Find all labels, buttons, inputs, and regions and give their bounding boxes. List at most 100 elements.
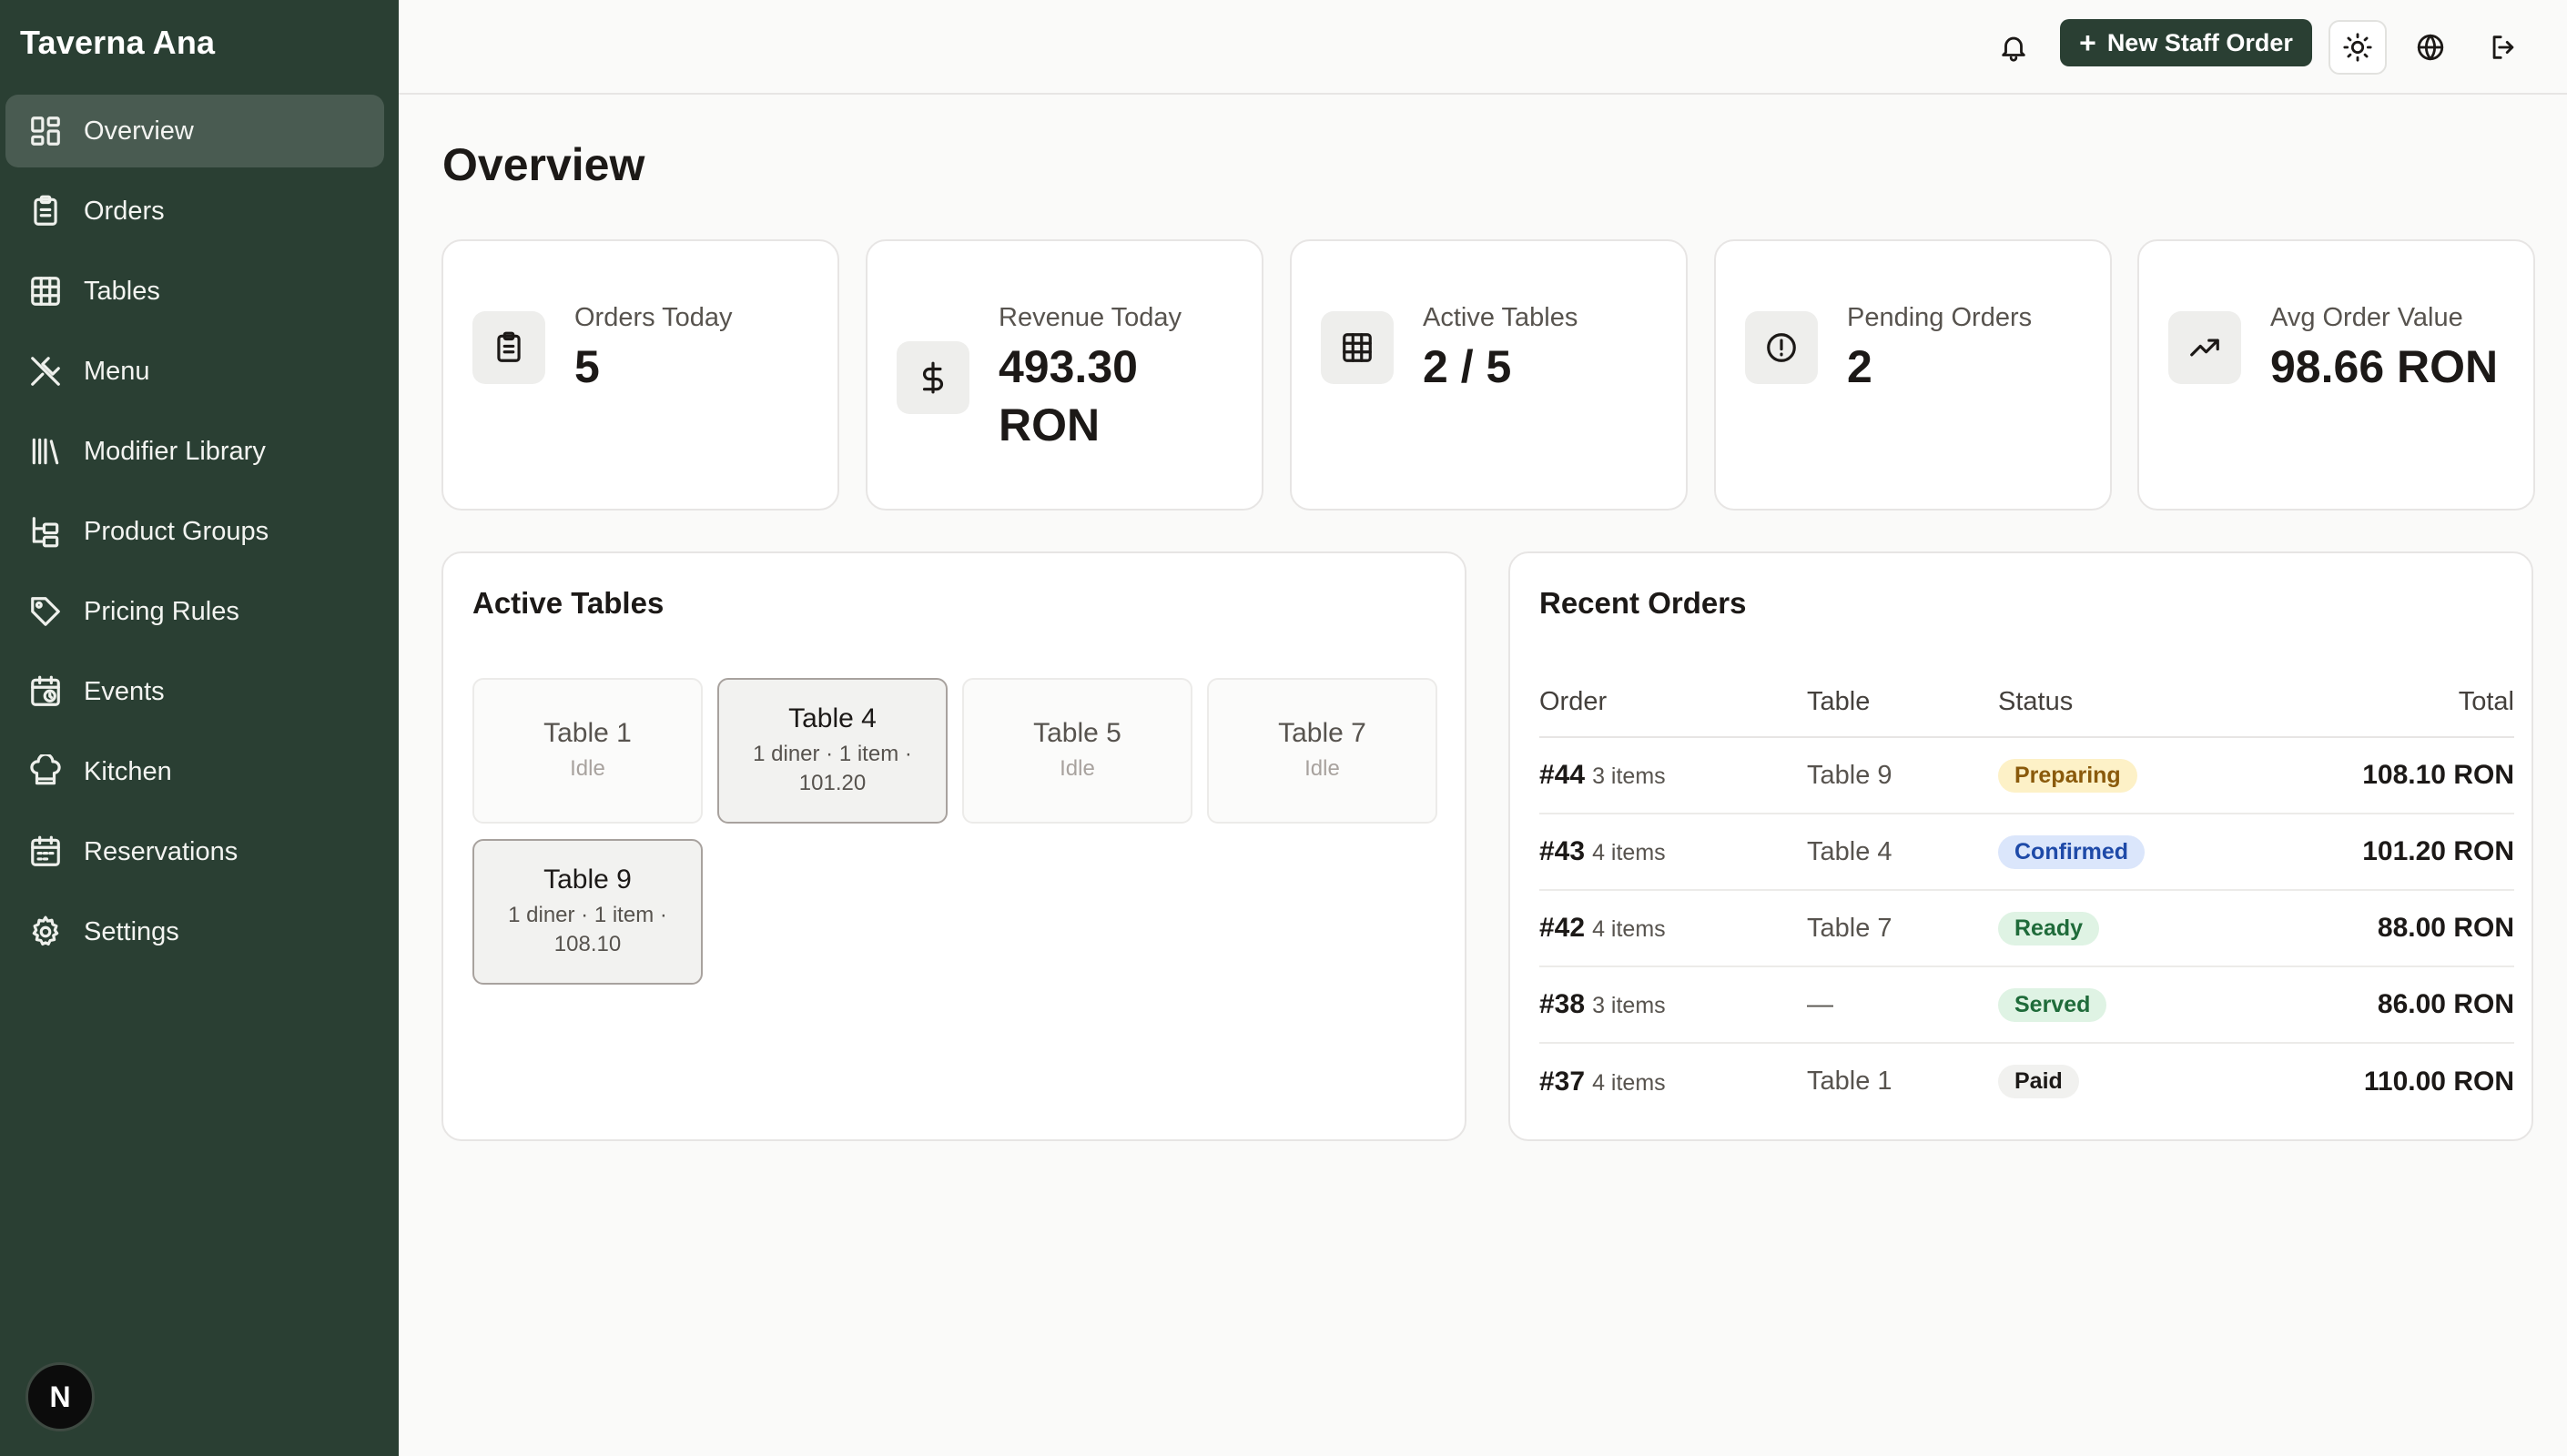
clipboard-icon (27, 193, 64, 229)
status-badge: Served (1998, 987, 2107, 1022)
table-tile-1[interactable]: Table 1 Idle (472, 678, 703, 824)
sidebar: Taverna Ana Overview Orders Tables Menu (0, 0, 399, 1456)
table-tile-7[interactable]: Table 7 Idle (1207, 678, 1437, 824)
sidebar-item-orders[interactable]: Orders (5, 175, 384, 248)
table-row[interactable]: #38 3 items — Served 86.00 RON (1539, 966, 2514, 1044)
table-tile-5[interactable]: Table 5 Idle (962, 678, 1192, 824)
calendar-clock-icon (27, 673, 64, 710)
recent-orders-table: Order Table Status Total #44 3 items Tabl… (1539, 668, 2514, 1119)
sidebar-item-pricing-rules[interactable]: Pricing Rules (5, 575, 384, 648)
order-item-count: 4 items (1592, 1069, 1666, 1096)
table-status: 1 diner · 1 item · 108.10 (508, 903, 667, 956)
sidebar-item-label: Modifier Library (84, 436, 266, 466)
globe-icon[interactable] (2407, 24, 2454, 71)
order-table: Table 1 (1807, 1067, 1892, 1096)
new-staff-order-label: New Staff Order (2106, 28, 2293, 56)
status-badge: Confirmed (1998, 834, 2145, 869)
status-badge: Paid (1998, 1065, 2079, 1098)
sidebar-item-modifier-library[interactable]: Modifier Library (5, 415, 384, 488)
active-tables-panel: Active Tables Table 1 Idle Table 4 1 din… (441, 551, 1466, 1141)
sidebar-item-label: Pricing Rules (84, 596, 239, 626)
clipboard-icon (472, 311, 545, 384)
recent-orders-panel: Recent Orders Order Table Status Total #… (1508, 551, 2533, 1141)
top-bar: + New Staff Order (399, 0, 2567, 95)
order-total: 108.10 RON (2362, 760, 2514, 790)
brand-name: Taverna Ana (20, 24, 216, 61)
table-tile-4[interactable]: Table 4 1 diner · 1 item · 101.20 (717, 678, 948, 824)
sidebar-item-tables[interactable]: Tables (5, 255, 384, 328)
table-name: Table 7 (1278, 718, 1366, 748)
sun-icon[interactable] (2329, 20, 2387, 75)
table-status: Idle (1060, 756, 1095, 781)
order-number: #42 (1539, 913, 1586, 943)
sidebar-item-label: Kitchen (84, 756, 172, 786)
order-total: 88.00 RON (2377, 913, 2514, 943)
table-row[interactable]: #43 4 items Table 4 Confirmed 101.20 RON (1539, 814, 2514, 891)
chef-hat-icon (27, 753, 64, 790)
sidebar-item-label: Tables (84, 276, 160, 306)
stat-card-active-tables: Active Tables 2 / 5 (1290, 239, 1688, 511)
column-header-total: Total (2235, 668, 2514, 738)
table-status: Idle (1304, 756, 1340, 781)
status-badge: Ready (1998, 911, 2100, 945)
column-header-order: Order (1539, 668, 1807, 738)
dollar-icon (897, 341, 969, 414)
new-staff-order-button[interactable]: + New Staff Order (2060, 19, 2312, 66)
column-header-table: Table (1807, 668, 1998, 738)
stat-card-orders-today: Orders Today 5 (441, 239, 839, 511)
logout-icon[interactable] (2480, 24, 2527, 71)
order-number: #37 (1539, 1066, 1586, 1097)
calendar-icon (27, 834, 64, 870)
order-number: #38 (1539, 989, 1586, 1019)
sidebar-item-menu[interactable]: Menu (5, 335, 384, 408)
sidebar-item-reservations[interactable]: Reservations (5, 815, 384, 888)
sidebar-item-events[interactable]: Events (5, 655, 384, 728)
stat-label: Orders Today (574, 303, 733, 332)
plus-icon: + (2079, 26, 2096, 59)
sidebar-item-settings[interactable]: Settings (5, 895, 384, 968)
table-grid-icon (1321, 311, 1394, 384)
tree-icon (27, 513, 64, 550)
sidebar-item-product-groups[interactable]: Product Groups (5, 495, 384, 568)
stat-value: 493.30 RON (999, 341, 1138, 450)
stat-label: Pending Orders (1847, 303, 2033, 332)
sidebar-item-label: Events (84, 676, 165, 706)
sidebar-item-label: Overview (84, 116, 194, 146)
sidebar-nav: Overview Orders Tables Menu Modifier Lib… (5, 95, 384, 976)
avatar[interactable]: N (25, 1362, 95, 1431)
status-badge: Preparing (1998, 758, 2137, 793)
table-name: Table 1 (543, 718, 632, 748)
table-row[interactable]: #44 3 items Table 9 Preparing 108.10 RON (1539, 737, 2514, 814)
page-title: Overview (442, 139, 645, 190)
sidebar-item-overview[interactable]: Overview (5, 95, 384, 167)
sidebar-item-label: Menu (84, 356, 150, 386)
library-icon (27, 433, 64, 470)
stat-value: 5 (574, 341, 600, 392)
table-tile-9[interactable]: Table 9 1 diner · 1 item · 108.10 (472, 839, 703, 985)
alert-circle-icon (1745, 311, 1818, 384)
order-table: Table 4 (1807, 814, 1998, 891)
table-row[interactable]: #42 4 items Table 7 Ready 88.00 RON (1539, 890, 2514, 967)
order-item-count: 3 items (1592, 993, 1666, 1018)
sidebar-item-label: Product Groups (84, 516, 269, 546)
order-table: — (1807, 966, 1998, 1044)
stat-value: 2 (1847, 341, 1872, 392)
bell-icon[interactable] (1990, 24, 2037, 71)
panel-title: Recent Orders (1539, 586, 1747, 620)
order-table: Table 9 (1807, 737, 1998, 814)
table-name: Table 5 (1033, 718, 1121, 748)
sidebar-item-kitchen[interactable]: Kitchen (5, 735, 384, 808)
stat-value: 2 / 5 (1423, 341, 1512, 392)
panel-title: Active Tables (472, 586, 665, 620)
stat-label: Revenue Today (999, 303, 1182, 332)
table-row[interactable]: #37 4 items Table 1 Paid 110.00 RON (1539, 1043, 2514, 1119)
stat-card-pending-orders: Pending Orders 2 (1714, 239, 2112, 511)
order-item-count: 4 items (1592, 916, 1666, 942)
tag-icon (27, 593, 64, 630)
column-header-status: Status (1998, 668, 2235, 738)
stat-label: Avg Order Value (2270, 303, 2463, 332)
stat-card-revenue-today: Revenue Today 493.30 RON (866, 239, 1263, 511)
table-name: Table 9 (543, 864, 632, 895)
dashboard-icon (27, 113, 64, 149)
sidebar-item-label: Settings (84, 916, 179, 946)
